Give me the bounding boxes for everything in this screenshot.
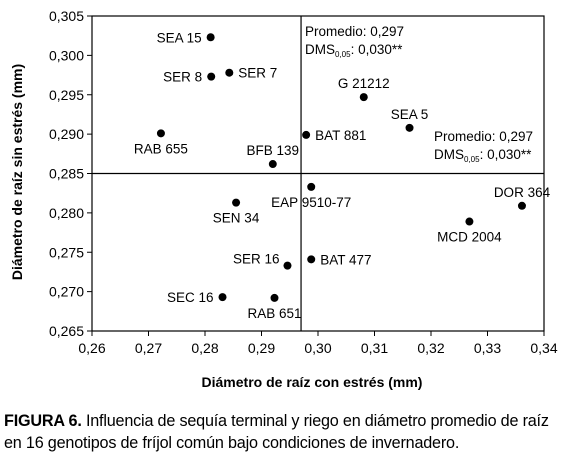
annotation-right: Promedio: 0,297 DMS0,05: 0,030** — [434, 129, 533, 164]
point-label: BAT 477 — [320, 252, 371, 267]
point-label: SEN 34 — [213, 211, 260, 226]
point-label: G 21212 — [338, 76, 390, 91]
data-point — [465, 217, 474, 226]
annotation-top-average: Promedio: 0,297 — [305, 24, 404, 39]
point-labels: SEA 15 SER 8 SER 7 RAB 655 BFB 139 G 21212 SEA… — [134, 30, 551, 321]
data-point — [206, 33, 215, 42]
x-tick-label: 0,26 — [78, 340, 105, 356]
data-point — [225, 68, 234, 77]
point-label: BFB 139 — [247, 143, 300, 158]
y-tick-label: 0,295 — [49, 87, 84, 103]
y-tick-label: 0,290 — [49, 126, 84, 142]
point-label: BAT 881 — [315, 128, 366, 143]
scatter-chart: 0,26 0,27 0,28 0,29 0,30 0,31 0,32 0,33 0,34 0,2… — [9, 8, 558, 390]
point-label: SER 8 — [163, 70, 202, 85]
data-point — [307, 182, 316, 191]
annotation-top-dms: DMS0,05: 0,030** — [305, 42, 403, 59]
reference-lines — [92, 16, 544, 331]
data-point — [517, 201, 526, 210]
y-tick-label: 0,265 — [49, 323, 84, 339]
caption-text: Influencia de sequía terminal y riego en… — [4, 412, 549, 452]
annotation-right-average: Promedio: 0,297 — [434, 129, 533, 144]
y-tick-label: 0,300 — [49, 47, 84, 63]
annotation-right-dms: DMS0,05: 0,030** — [434, 147, 532, 164]
x-axis-ticks: 0,26 0,27 0,28 0,29 0,30 0,31 0,32 0,33 0,34 — [78, 331, 558, 356]
y-tick-label: 0,275 — [49, 244, 84, 260]
y-tick-label: 0,270 — [49, 284, 84, 300]
point-label: RAB 655 — [134, 141, 188, 156]
x-tick-label: 0,27 — [135, 340, 162, 356]
y-tick-label: 0,280 — [49, 205, 84, 221]
y-tick-label: 0,305 — [49, 8, 84, 24]
data-point — [232, 198, 241, 207]
data-point — [283, 261, 292, 270]
data-point — [307, 255, 316, 264]
data-points — [156, 33, 526, 302]
point-label: DOR 364 — [494, 185, 551, 200]
x-axis-title: Diámetro de raíz con estrés (mm) — [202, 374, 423, 390]
point-label: SER 16 — [233, 252, 280, 267]
point-label: SEC 16 — [167, 290, 214, 305]
x-tick-label: 0,29 — [248, 340, 275, 356]
figure-caption: FIGURA 6. Influencia de sequía terminal … — [4, 410, 558, 454]
point-label: SEA 5 — [391, 107, 429, 122]
data-point — [270, 293, 279, 302]
x-tick-label: 0,33 — [474, 340, 501, 356]
x-tick-label: 0,32 — [417, 340, 444, 356]
data-point — [218, 293, 227, 302]
scatter-figure: 0,26 0,27 0,28 0,29 0,30 0,31 0,32 0,33 0,34 0,2… — [9, 8, 558, 390]
data-point — [359, 93, 368, 102]
x-tick-label: 0,28 — [191, 340, 218, 356]
data-point — [302, 130, 311, 139]
y-axis-ticks: 0,265 0,270 0,275 0,280 0,285 0,290 0,295 0,300… — [49, 8, 92, 339]
x-tick-label: 0,30 — [304, 340, 331, 356]
x-tick-label: 0,31 — [361, 340, 388, 356]
data-point — [405, 123, 414, 132]
point-label: SEA 15 — [157, 30, 202, 45]
y-axis-title: Diámetro de raíz sin estrés (mm) — [9, 64, 25, 280]
data-point — [268, 160, 277, 169]
point-label: RAB 651 — [247, 306, 301, 321]
annotation-top: Promedio: 0,297 DMS0,05: 0,030** — [305, 24, 404, 59]
data-point — [207, 72, 216, 81]
caption-label: FIGURA 6. — [4, 412, 82, 430]
data-point — [156, 129, 165, 138]
point-label: EAP 9510-77 — [271, 195, 351, 210]
y-tick-label: 0,285 — [49, 166, 84, 182]
point-label: SER 7 — [238, 66, 277, 81]
x-tick-label: 0,34 — [530, 340, 557, 356]
point-label: MCD 2004 — [437, 230, 502, 245]
